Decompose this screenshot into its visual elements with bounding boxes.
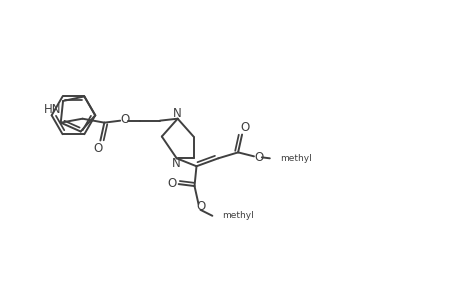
Text: O: O bbox=[196, 200, 206, 213]
Text: O: O bbox=[254, 151, 263, 164]
Text: methyl: methyl bbox=[222, 211, 253, 220]
Text: methyl: methyl bbox=[279, 154, 311, 163]
Text: O: O bbox=[94, 142, 103, 155]
Text: O: O bbox=[167, 177, 176, 190]
Text: N: N bbox=[172, 157, 181, 170]
Text: O: O bbox=[120, 113, 129, 126]
Text: N: N bbox=[173, 107, 182, 120]
Text: O: O bbox=[240, 121, 249, 134]
Text: HN: HN bbox=[44, 103, 61, 116]
